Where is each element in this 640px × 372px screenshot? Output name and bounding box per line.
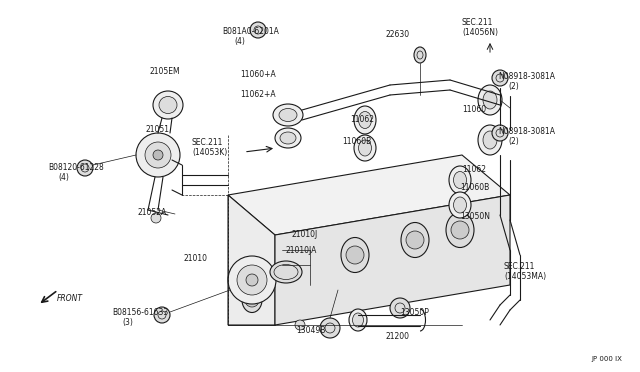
Text: 11062: 11062: [462, 165, 486, 174]
Polygon shape: [228, 155, 510, 235]
Text: SEC.211: SEC.211: [192, 138, 223, 147]
Circle shape: [295, 320, 305, 330]
Text: (2): (2): [508, 137, 519, 146]
Circle shape: [492, 125, 508, 141]
Circle shape: [153, 150, 163, 160]
Ellipse shape: [478, 125, 502, 155]
Text: 21051: 21051: [145, 125, 169, 134]
Ellipse shape: [478, 85, 502, 115]
Ellipse shape: [153, 91, 183, 119]
Text: 21010JA: 21010JA: [286, 246, 317, 255]
Text: (14053MA): (14053MA): [504, 272, 546, 281]
Ellipse shape: [449, 166, 471, 194]
Ellipse shape: [275, 128, 301, 148]
Text: 2105EM: 2105EM: [150, 67, 180, 76]
Text: 11060+A: 11060+A: [240, 70, 276, 79]
Text: 11062: 11062: [350, 115, 374, 124]
Ellipse shape: [353, 313, 364, 327]
Circle shape: [151, 213, 161, 223]
Text: (14053K): (14053K): [192, 148, 227, 157]
Ellipse shape: [483, 91, 497, 109]
Ellipse shape: [349, 309, 367, 331]
Circle shape: [390, 298, 410, 318]
Circle shape: [154, 307, 170, 323]
Text: JP 000 IX: JP 000 IX: [591, 356, 622, 362]
Circle shape: [320, 318, 340, 338]
Text: N08918-3081A: N08918-3081A: [498, 127, 555, 136]
Polygon shape: [275, 195, 510, 325]
Ellipse shape: [358, 140, 371, 156]
Circle shape: [77, 160, 93, 176]
Ellipse shape: [273, 104, 303, 126]
Circle shape: [245, 293, 259, 307]
Text: 11060: 11060: [462, 105, 486, 114]
Circle shape: [145, 142, 171, 168]
Circle shape: [237, 265, 267, 295]
Circle shape: [451, 221, 469, 239]
Ellipse shape: [354, 135, 376, 161]
Text: 11060B: 11060B: [460, 183, 489, 192]
Text: (3): (3): [122, 318, 133, 327]
Ellipse shape: [270, 261, 302, 283]
Ellipse shape: [446, 212, 474, 247]
Ellipse shape: [341, 237, 369, 273]
Ellipse shape: [483, 131, 497, 149]
Circle shape: [228, 256, 276, 304]
Circle shape: [492, 70, 508, 86]
Text: B08156-61633: B08156-61633: [112, 308, 168, 317]
Text: SEC.211: SEC.211: [504, 262, 536, 271]
Ellipse shape: [242, 257, 262, 282]
Text: FRONT: FRONT: [57, 294, 83, 303]
Ellipse shape: [449, 192, 471, 218]
Circle shape: [346, 246, 364, 264]
Text: 13050P: 13050P: [400, 308, 429, 317]
Circle shape: [136, 133, 180, 177]
Ellipse shape: [242, 288, 262, 312]
Text: 21010J: 21010J: [292, 230, 318, 239]
Text: (4): (4): [58, 173, 69, 182]
Text: 11062+A: 11062+A: [240, 90, 276, 99]
Text: 13050N: 13050N: [460, 212, 490, 221]
Text: N08918-3081A: N08918-3081A: [498, 72, 555, 81]
Ellipse shape: [280, 132, 296, 144]
Ellipse shape: [358, 112, 371, 128]
Circle shape: [245, 263, 259, 277]
Text: 11060B: 11060B: [342, 137, 371, 146]
Text: 21052A: 21052A: [138, 208, 167, 217]
Text: 13049B: 13049B: [296, 326, 325, 335]
Text: (14056N): (14056N): [462, 28, 498, 37]
Text: B081A0-6201A: B081A0-6201A: [222, 27, 279, 36]
Text: (2): (2): [508, 82, 519, 91]
Text: SEC.211: SEC.211: [462, 18, 493, 27]
Text: 21200: 21200: [386, 332, 410, 341]
Circle shape: [246, 274, 258, 286]
Ellipse shape: [279, 109, 297, 122]
Ellipse shape: [159, 96, 177, 113]
Text: 21010: 21010: [184, 254, 208, 263]
Circle shape: [250, 22, 266, 38]
Ellipse shape: [414, 47, 426, 63]
Ellipse shape: [354, 106, 376, 134]
Ellipse shape: [454, 197, 467, 213]
Text: 22630: 22630: [386, 30, 410, 39]
Text: (4): (4): [234, 37, 245, 46]
Text: B08120-61228: B08120-61228: [48, 163, 104, 172]
Circle shape: [406, 231, 424, 249]
Ellipse shape: [454, 171, 467, 189]
Ellipse shape: [401, 222, 429, 257]
Polygon shape: [228, 195, 275, 325]
